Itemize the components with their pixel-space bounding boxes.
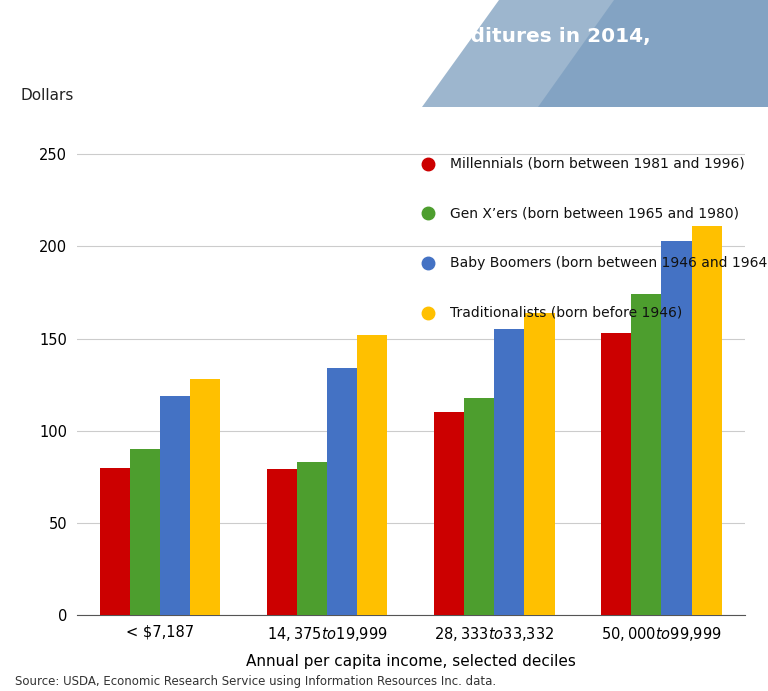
Text: Millennials (born between 1981 and 1996): Millennials (born between 1981 and 1996) (450, 157, 745, 171)
Text: Per capita monthly food-at-home expenditures in 2014,: Per capita monthly food-at-home expendit… (17, 27, 650, 46)
Text: Source: USDA, Economic Research Service using Information Resources Inc. data.: Source: USDA, Economic Research Service … (15, 674, 496, 688)
Text: by age and income: by age and income (17, 70, 232, 88)
Bar (327, 368, 357, 615)
Text: Gen X’ers (born between 1965 and 1980): Gen X’ers (born between 1965 and 1980) (450, 207, 739, 220)
Polygon shape (422, 0, 768, 107)
Text: Baby Boomers (born between 1946 and 1964): Baby Boomers (born between 1946 and 1964… (450, 256, 768, 270)
Bar (601, 333, 631, 615)
Bar (495, 330, 525, 615)
Bar (267, 469, 297, 615)
Bar (190, 379, 220, 615)
Polygon shape (538, 0, 768, 107)
Bar (161, 396, 190, 615)
Bar (100, 468, 131, 615)
Bar (525, 313, 554, 615)
Bar (297, 462, 327, 615)
Text: Traditionalists (born before 1946): Traditionalists (born before 1946) (450, 306, 683, 320)
Bar (631, 294, 661, 615)
Bar (131, 449, 161, 615)
Bar (465, 397, 495, 615)
Bar (434, 413, 465, 615)
Bar (357, 335, 388, 615)
Bar (691, 226, 722, 615)
Bar (661, 241, 691, 615)
X-axis label: Annual per capita income, selected deciles: Annual per capita income, selected decil… (246, 654, 576, 669)
Text: Dollars: Dollars (20, 88, 74, 102)
